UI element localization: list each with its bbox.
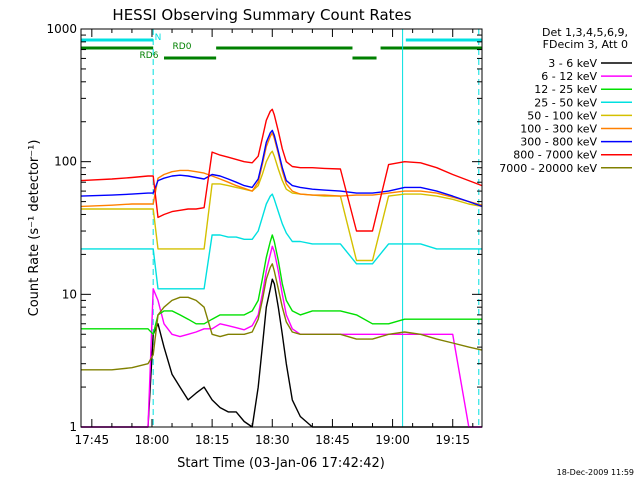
legend-label: 25 - 50 keV xyxy=(534,96,597,109)
series-line xyxy=(80,132,483,208)
legend-header: Det 1,3,4,5,6,9, xyxy=(542,26,628,39)
legend-header: FDecim 3, Att 0 xyxy=(543,38,628,51)
plot-frame xyxy=(80,28,483,428)
legend-label: 300 - 800 keV xyxy=(520,136,597,149)
y-tick-label: 100 xyxy=(54,155,77,169)
series-line xyxy=(80,129,483,208)
flag-label: RD6 xyxy=(140,51,159,61)
flag-label: N xyxy=(155,33,162,43)
series-line xyxy=(81,245,482,428)
x-tick-label: 18:00 xyxy=(135,433,170,447)
series-line xyxy=(81,234,482,335)
x-tick-label: 18:45 xyxy=(315,433,350,447)
legend-label: 3 - 6 keV xyxy=(548,57,597,70)
legend: Det 1,3,4,5,6,9,FDecim 3, Att 0 3 - 6 keV… xyxy=(499,26,632,175)
legend-label: 100 - 300 keV xyxy=(520,123,597,136)
y-axis-label: Count Rate (s⁻¹ detector⁻¹) xyxy=(27,140,42,317)
legend-label: 50 - 100 keV xyxy=(527,109,597,122)
flag-bars: N RD0 RD6 xyxy=(81,33,482,61)
chart-title: HESSI Observing Summary Count Rates xyxy=(112,6,411,24)
axes: 17:45 18:00 18:15 18:30 18:45 19:00 19:15 1 10 10… xyxy=(46,22,482,447)
x-tick-label: 19:15 xyxy=(435,433,470,447)
legend-label: 12 - 25 keV xyxy=(534,83,597,96)
x-tick-label: 18:30 xyxy=(255,433,290,447)
x-tick-label: 18:15 xyxy=(195,433,230,447)
series-line xyxy=(81,263,483,371)
footer-timestamp: 18-Dec-2009 11:59 xyxy=(557,468,634,477)
y-tick-label: 1000 xyxy=(46,22,77,36)
flag-label: RD0 xyxy=(173,42,192,52)
series-line xyxy=(81,193,482,290)
y-tick-label: 10 xyxy=(62,287,77,301)
series-line xyxy=(81,150,483,262)
series-line xyxy=(80,108,483,232)
x-tick-label: 19:00 xyxy=(375,433,410,447)
x-tick-label: 17:45 xyxy=(75,433,110,447)
legend-label: 7000 - 20000 keV xyxy=(499,162,597,175)
x-axis-label: Start Time (03-Jan-06 17:42:42) xyxy=(177,456,385,471)
series-lines xyxy=(80,108,483,428)
legend-label: 800 - 7000 keV xyxy=(513,149,597,162)
legend-label: 6 - 12 keV xyxy=(541,70,597,83)
y-tick-label: 1 xyxy=(69,420,77,434)
